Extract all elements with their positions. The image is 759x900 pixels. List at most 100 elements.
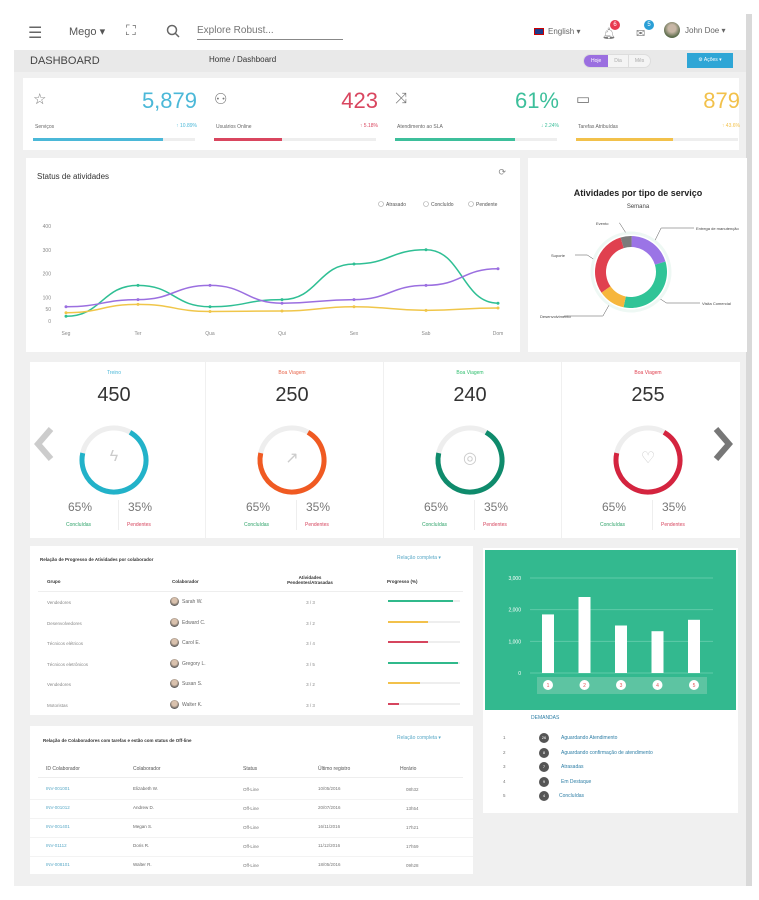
status-label[interactable]: Aguardando Atendimento — [561, 735, 618, 741]
breadcrumb-home[interactable]: Home — [209, 55, 231, 64]
carousel-item[interactable]: Treino 450 ϟ 65% 35% Concluídas Pendente… — [30, 362, 206, 538]
kpi-progress-fill — [576, 138, 674, 141]
pending-label: Pendentes — [305, 522, 329, 528]
legend-marker[interactable] — [423, 201, 429, 207]
donut-slice — [595, 237, 624, 293]
stat-divider — [296, 500, 297, 530]
pending-percent: 35% — [484, 500, 509, 514]
status-cell: Off-Line — [243, 787, 259, 792]
carousel-prev-arrow[interactable] — [33, 426, 55, 462]
messages-button[interactable]: ✉ 5 — [636, 20, 654, 42]
legend-label[interactable]: Atrasado — [386, 202, 406, 208]
legend-marker[interactable] — [378, 201, 384, 207]
progress-fill — [388, 620, 428, 623]
collaborator-id-link[interactable]: INV-001401 — [46, 824, 70, 829]
status-list-item[interactable]: 3 7 Atrasadas — [483, 762, 738, 774]
carousel-item[interactable]: Boa Viagem 255 ♡ 65% 35% Concluídas Pend… — [564, 362, 740, 538]
table-row[interactable]: INV-001401 Megan S. Off-Line 16/11/2016 … — [30, 822, 473, 838]
collaborator-cell: Susan S. — [182, 681, 203, 687]
data-point — [352, 262, 356, 266]
star-icon: ☆ — [33, 91, 47, 108]
progress-table-link[interactable]: Relação completa ▾ — [397, 555, 441, 561]
message-badge: 5 — [644, 20, 654, 30]
status-list-item[interactable]: 2 8 Aguardando confirmação de atendiment… — [483, 747, 738, 760]
collaborator-cell: Walter R. — [133, 862, 152, 867]
range-today-button[interactable]: Hoje — [584, 55, 609, 67]
carousel-item[interactable]: Boa Viagem 240 ◎ 65% 35% Concluídas Pend… — [386, 362, 562, 538]
table-row[interactable]: Técnicos elétricos Carol E. 3 / 4 — [30, 638, 473, 656]
status-label[interactable]: Em Destaque — [561, 778, 592, 785]
pending-percent: 35% — [662, 500, 687, 514]
range-day-button[interactable]: Dia — [608, 55, 629, 67]
actions-button[interactable]: ⚙ Ações ▾ — [687, 53, 733, 68]
x-tick-badge — [579, 680, 590, 690]
header-divider — [38, 777, 463, 778]
range-month-button[interactable]: Mês — [628, 55, 651, 67]
done-label: Concluídas — [244, 522, 270, 528]
status-list-item[interactable]: 4 9 Em Destaque — [483, 776, 738, 789]
legend-label[interactable]: Concluído — [431, 202, 454, 208]
pending-percent: 35% — [306, 500, 331, 514]
done-label: Concluídas — [422, 522, 448, 528]
carousel-next-arrow[interactable] — [712, 426, 734, 462]
bar[interactable] — [615, 625, 627, 674]
collaborator-id-link[interactable]: INV-001012 — [46, 805, 70, 810]
brand-dropdown[interactable]: Mego ▾ — [69, 26, 106, 38]
kpi-progress-track — [395, 138, 557, 141]
offline-table-link[interactable]: Relação completa ▾ — [397, 735, 441, 741]
avatar — [170, 638, 179, 647]
donut-halo — [590, 231, 672, 313]
table-row[interactable]: INV-001012 Andrew D. Off-Line 20/07/2016… — [30, 803, 473, 819]
bar[interactable] — [651, 631, 664, 673]
collaborator-cell: Gregory L. — [182, 660, 206, 667]
table-row[interactable]: Desenvolvedores Edward C. 3 / 2 — [30, 617, 473, 636]
language-selector[interactable]: English ▾ — [534, 27, 581, 36]
kpi-progress-fill — [214, 138, 283, 141]
table-row[interactable]: Vendedores Susan S. 3 / 2 — [30, 679, 473, 697]
data-point — [64, 305, 68, 309]
carousel-item[interactable]: Boa Viagem 250 ↗ 65% 35% Concluídas Pend… — [208, 362, 384, 538]
notifications-button[interactable]: 🔔︎ 6 — [602, 20, 620, 42]
kpi-progress-fill — [395, 138, 515, 141]
kpi-progress-track — [214, 138, 376, 141]
status-label[interactable]: Atrasadas — [561, 764, 584, 770]
avatar — [664, 22, 680, 38]
ring-fill — [613, 425, 683, 495]
legend-label[interactable]: Pendente — [476, 202, 498, 208]
data-point — [496, 267, 500, 271]
table-row[interactable]: Vendedores Sarah W. 3 / 3 — [30, 597, 473, 615]
status-label[interactable]: Concluídas — [559, 793, 585, 799]
collaborator-id-link[interactable]: INV-01112 — [46, 843, 67, 848]
progress-link-label: Relação completa — [397, 555, 438, 561]
legend-marker[interactable] — [468, 201, 474, 207]
status-list-item[interactable]: 5 4 Concluídas — [483, 791, 738, 803]
y-tick-label: 300 — [43, 248, 52, 254]
donut-label: Evento — [596, 221, 609, 226]
table-row[interactable]: Técnicos eletrônicos Gregory L. 3 / 5 — [30, 658, 473, 677]
kpi-card: ☆ 5,879 Serviços ↑ 10.89% — [31, 78, 199, 150]
collaborator-id-link[interactable]: INV-008101 — [46, 862, 70, 867]
bar[interactable] — [578, 597, 591, 673]
table-row[interactable]: Motoristas Walter K. 3 / 3 — [30, 699, 473, 718]
bar[interactable] — [542, 614, 554, 673]
last-record-cell: 10/05/2016 — [318, 786, 341, 791]
progress-fill — [388, 600, 453, 602]
fullscreen-icon[interactable]: ⛶ — [126, 22, 136, 38]
bar[interactable] — [688, 619, 700, 673]
search-icon[interactable] — [166, 24, 180, 38]
menu-icon[interactable]: ☰ — [28, 25, 43, 42]
collaborator-id-link[interactable]: INV-001001 — [46, 786, 70, 791]
data-point — [208, 310, 212, 313]
carousel-item-title: Boa Viagem — [456, 370, 484, 376]
refresh-icon[interactable]: ⟳ — [498, 167, 506, 177]
table-row[interactable]: INV-008101 Walter R. Off-Line 18/05/2016… — [30, 860, 473, 876]
table-row[interactable]: INV-001001 Elizabeth W. Off-Line 10/05/2… — [30, 784, 473, 800]
donut-title: Atividades por tipo de serviço — [574, 188, 703, 198]
table-row[interactable]: INV-01112 Doris R. Off-Line 11/12/2016 1… — [30, 841, 473, 857]
y-tick-label: 0 — [48, 319, 51, 325]
user-menu[interactable]: John Doe ▾ — [664, 22, 726, 38]
status-label[interactable]: Aguardando confirmação de atendimento — [561, 749, 653, 756]
search-input[interactable] — [197, 22, 343, 40]
status-list-item[interactable]: 1 26 Aguardando Atendimento — [483, 733, 738, 745]
bolt-icon: ϟ — [109, 448, 119, 465]
